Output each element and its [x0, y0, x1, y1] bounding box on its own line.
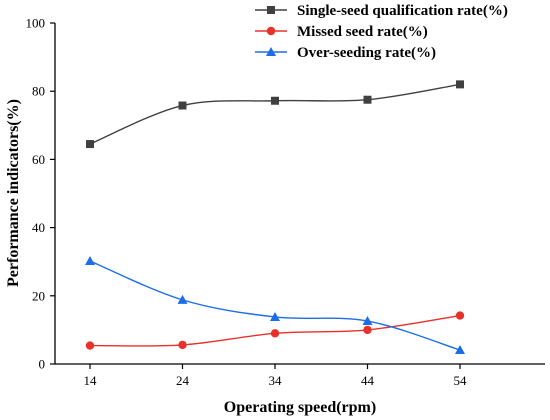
y-tick-label: 80 [32, 84, 45, 99]
y-tick-label: 0 [39, 357, 46, 372]
data-point [270, 329, 280, 338]
legend-label: Missed seed rate(%) [297, 24, 428, 40]
x-ticks: 14 24 34 44 54 [84, 364, 468, 388]
legend-item: Single-seed qualification rate(%) [255, 3, 508, 19]
x-tick-label: 54 [454, 373, 468, 388]
series-2 [85, 311, 465, 350]
axes [54, 23, 545, 365]
legend-marker [266, 47, 276, 56]
legend-label: Single-seed qualification rate(%) [297, 3, 508, 19]
x-tick-label: 44 [361, 373, 375, 388]
data-point [270, 311, 280, 321]
series-1 [86, 80, 464, 149]
y-tick-label: 60 [32, 152, 45, 167]
legend-item: Over-seeding rate(%) [255, 45, 436, 61]
legend-label: Over-seeding rate(%) [297, 45, 436, 61]
legend: Single-seed qualification rate(%) Missed … [255, 3, 508, 61]
data-point [363, 95, 372, 104]
data-point [271, 96, 279, 105]
data-point [85, 256, 95, 266]
y-ticks: 0 20 40 60 80 100 [26, 16, 55, 372]
y-tick-label: 20 [32, 288, 45, 303]
legend-marker [267, 6, 275, 14]
y-tick-label: 100 [26, 16, 46, 31]
data-point [85, 341, 95, 350]
legend-item: Missed seed rate(%) [255, 24, 428, 40]
x-tick-label: 24 [176, 373, 190, 388]
data-point [455, 345, 465, 355]
legend-marker [266, 26, 276, 36]
x-tick-label: 34 [269, 373, 283, 388]
data-point [86, 140, 94, 149]
y-axis-title: Performance indicators(%) [5, 99, 22, 287]
data-point [178, 340, 187, 350]
x-axis-title: Operating speed(rpm) [224, 399, 376, 416]
x-tick-label: 14 [84, 373, 98, 388]
data-point [177, 294, 188, 304]
data-point [362, 316, 373, 326]
series-layer [85, 80, 465, 355]
data-point [455, 311, 465, 320]
series-line [89, 83, 461, 145]
data-point [363, 325, 372, 335]
series-3 [85, 256, 465, 355]
data-point [178, 101, 187, 110]
data-point [456, 80, 464, 89]
y-tick-label: 40 [32, 220, 45, 235]
